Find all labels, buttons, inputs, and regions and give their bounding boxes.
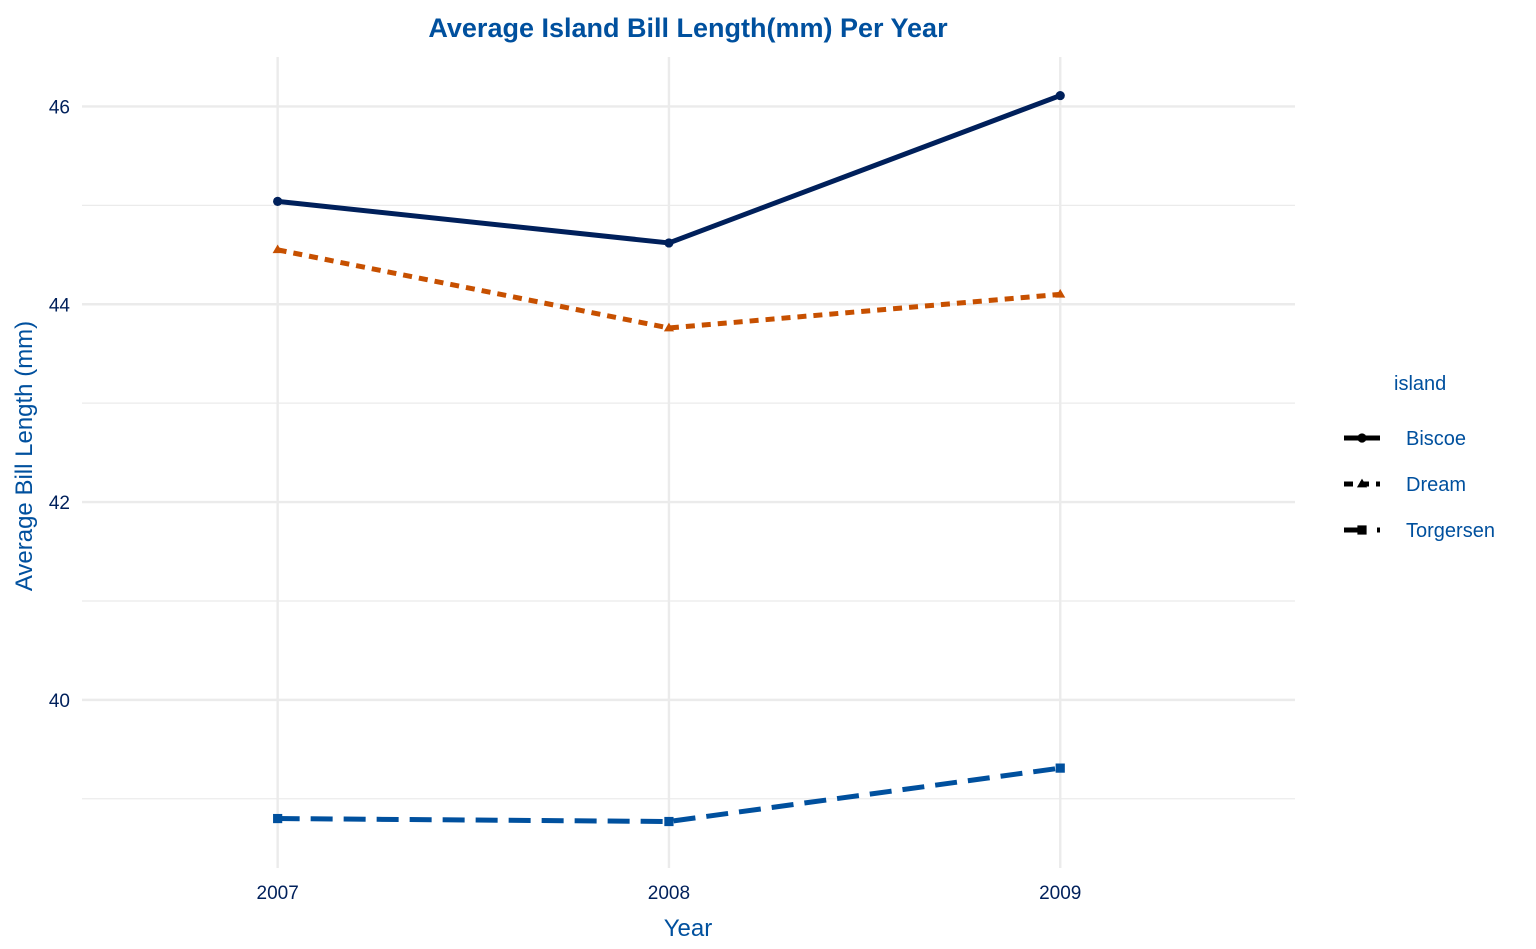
series-line xyxy=(277,247,1061,331)
data-point xyxy=(663,322,675,332)
data-point xyxy=(1055,288,1066,298)
y-tick-label: 40 xyxy=(49,691,70,712)
y-tick-label: 42 xyxy=(49,493,70,514)
chart-title: Average Island Bill Length(mm) Per Year xyxy=(428,13,948,43)
data-point xyxy=(1055,90,1065,101)
x-axis-title: Year xyxy=(664,915,713,942)
legend-item-dream: Dream xyxy=(1344,474,1466,496)
legend-title: island xyxy=(1394,373,1446,395)
series-layer xyxy=(272,90,1066,827)
y-axis-title: Average Bill Length (mm) xyxy=(11,321,38,591)
data-point xyxy=(273,813,283,824)
legend-items: Biscoe Dream Torgersen xyxy=(1344,428,1495,542)
y-tick-label: 44 xyxy=(49,295,71,316)
data-point xyxy=(273,196,283,206)
legend-label: Dream xyxy=(1406,474,1466,496)
grid xyxy=(82,57,1295,868)
series-biscoe xyxy=(273,90,1065,248)
legend-key-marker xyxy=(1357,525,1367,535)
series-dream xyxy=(272,244,1066,332)
legend-item-biscoe: Biscoe xyxy=(1344,428,1466,450)
x-tick-label: 2008 xyxy=(648,883,690,904)
tick-labels: 2007 2008 2009 40 42 44 46 xyxy=(49,97,1082,904)
legend-key-marker xyxy=(1356,478,1368,488)
legend: island Biscoe Dream Torgersen xyxy=(1344,373,1495,542)
x-tick-label: 2007 xyxy=(257,883,299,904)
data-point xyxy=(664,816,674,827)
legend-label: Biscoe xyxy=(1406,428,1466,450)
legend-label: Torgersen xyxy=(1406,520,1495,542)
data-point xyxy=(664,238,674,248)
series-torgersen xyxy=(273,763,1065,827)
legend-item-torgersen: Torgersen xyxy=(1344,520,1495,542)
y-tick-label: 46 xyxy=(49,97,70,118)
x-tick-label: 2009 xyxy=(1039,883,1081,904)
data-point xyxy=(1055,763,1065,773)
legend-key-marker xyxy=(1357,433,1367,443)
data-point xyxy=(272,244,283,254)
